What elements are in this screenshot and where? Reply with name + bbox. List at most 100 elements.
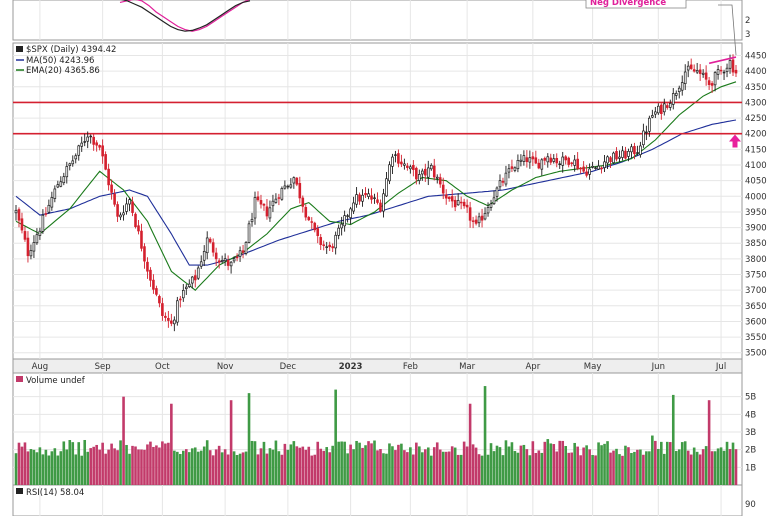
volume-tick-label: 5B xyxy=(745,393,756,403)
candle-body xyxy=(543,157,547,161)
volume-bar xyxy=(235,454,239,485)
volume-bar xyxy=(531,441,535,485)
candle-body xyxy=(683,71,687,85)
candle-body xyxy=(453,199,457,208)
price-tick-label: 3750 xyxy=(745,271,767,281)
candle-body xyxy=(373,197,376,199)
volume-bar xyxy=(582,447,585,485)
candle-body xyxy=(340,223,343,229)
volume-bar xyxy=(140,449,143,485)
candle-body xyxy=(280,188,284,200)
candle-body xyxy=(89,135,92,138)
volume-bar xyxy=(444,451,448,485)
candle-body xyxy=(576,158,579,169)
volume-bar xyxy=(525,449,529,485)
volume-bar xyxy=(674,451,678,485)
candle-body xyxy=(23,231,27,240)
volume-bar xyxy=(307,446,311,485)
candle-body xyxy=(415,167,418,180)
candle-body xyxy=(164,315,167,318)
candle-body xyxy=(456,200,460,206)
volume-bar xyxy=(289,444,293,485)
volume-bar xyxy=(564,446,568,485)
volume-bar xyxy=(113,448,116,485)
candle-body xyxy=(187,283,191,287)
volume-bar xyxy=(316,441,320,485)
volume-bar xyxy=(651,435,654,485)
candle-body xyxy=(507,168,511,173)
volume-bar xyxy=(32,449,36,485)
volume-bar xyxy=(489,443,493,485)
candle-body xyxy=(71,160,75,165)
volume-bar xyxy=(719,447,723,485)
volume-bar xyxy=(695,451,699,485)
volume-bar xyxy=(205,440,209,485)
candle-body xyxy=(59,181,63,187)
candle-body xyxy=(531,156,535,160)
candle-body xyxy=(199,261,203,267)
candle-body xyxy=(710,83,714,86)
candle-body xyxy=(698,69,702,74)
candle-body xyxy=(665,105,669,108)
candle-body xyxy=(44,213,48,215)
candle-body xyxy=(35,234,39,244)
candle-body xyxy=(692,69,696,72)
candle-body xyxy=(143,246,146,262)
volume-bar xyxy=(328,452,331,485)
rsi-legend: RSI(14) 58.04 xyxy=(16,488,84,498)
volume-bar xyxy=(692,447,696,485)
volume-bar xyxy=(630,452,633,485)
volume-bar xyxy=(265,453,269,485)
volume-bar xyxy=(648,451,651,485)
volume-bar xyxy=(642,454,645,485)
candle-body xyxy=(555,158,559,164)
candle-body xyxy=(116,204,119,217)
volume-bar xyxy=(624,445,627,485)
price-tick-label: 4350 xyxy=(745,83,767,93)
volume-bar xyxy=(286,449,290,485)
candle-body xyxy=(77,145,81,156)
candle-body xyxy=(528,157,532,163)
volume-bar xyxy=(552,444,556,485)
candle-body xyxy=(728,60,732,69)
candle-body xyxy=(489,203,493,208)
rsi-top-signal-line xyxy=(119,0,250,32)
candle-body xyxy=(179,298,182,301)
volume-bar xyxy=(549,443,553,485)
volume-bar xyxy=(459,454,463,485)
candle-body xyxy=(352,202,355,212)
candle-body xyxy=(137,225,140,232)
candle-body xyxy=(609,157,612,162)
volume-bar xyxy=(182,450,185,485)
candle-body xyxy=(53,188,57,199)
candle-body xyxy=(564,156,568,161)
candle-body xyxy=(639,145,642,155)
volume-bar xyxy=(423,449,427,485)
candle-body xyxy=(92,136,95,145)
volume-bar xyxy=(657,448,660,485)
candle-body xyxy=(612,152,615,163)
volume-bar xyxy=(23,442,27,485)
volume-bar xyxy=(98,449,101,485)
candle-body xyxy=(259,200,263,205)
volume-bar xyxy=(421,452,424,485)
volume-bar xyxy=(134,446,137,485)
candle-body xyxy=(409,166,412,170)
candle-body xyxy=(630,146,633,153)
volume-bar xyxy=(546,439,550,485)
month-tick-label: Mar xyxy=(459,362,476,372)
volume-bar xyxy=(346,453,349,485)
month-tick-label: Jun xyxy=(651,362,665,372)
price-tick-label: 3650 xyxy=(745,302,767,312)
volume-bar xyxy=(519,445,523,485)
volume-bar xyxy=(122,396,125,485)
candle-body xyxy=(624,150,627,159)
candle-body xyxy=(447,196,451,200)
candle-body xyxy=(20,218,24,231)
volume-bar xyxy=(232,451,236,485)
candle-body xyxy=(570,162,573,164)
candle-body xyxy=(50,197,54,208)
volume-bar xyxy=(50,451,54,485)
rsi-top-lines xyxy=(119,0,251,32)
